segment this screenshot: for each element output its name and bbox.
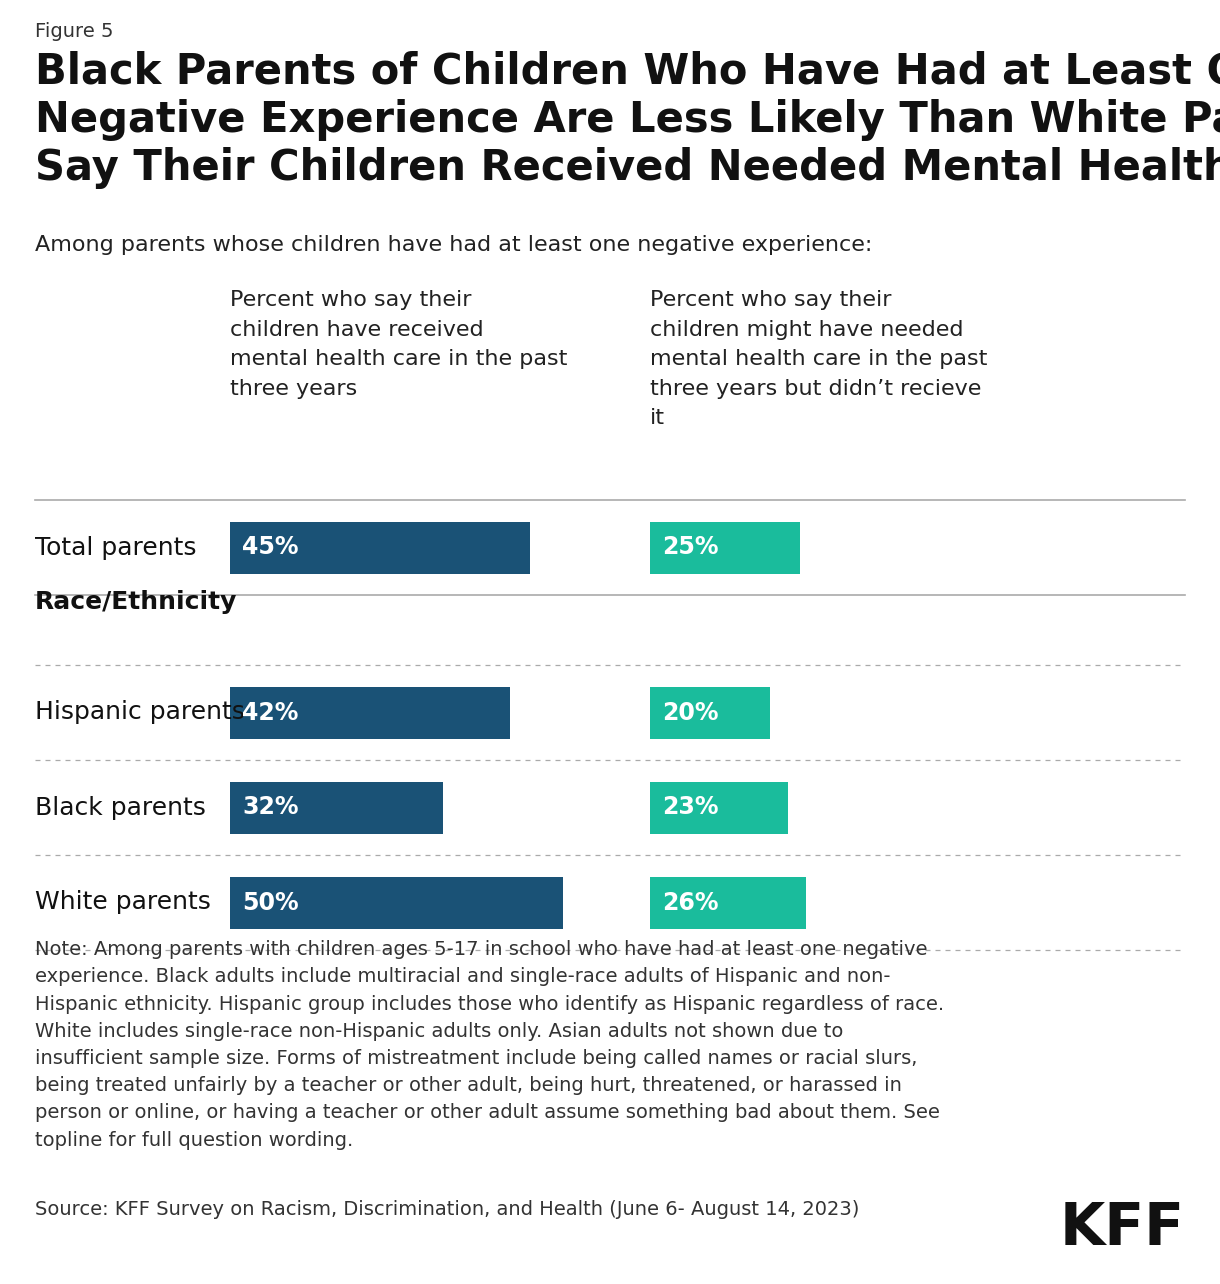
Text: 25%: 25%	[662, 535, 719, 560]
Bar	[231, 877, 564, 928]
Text: Percent who say their
children might have needed
mental health care in the past
: Percent who say their children might hav…	[650, 290, 987, 429]
Text: 32%: 32%	[242, 796, 299, 819]
Text: 23%: 23%	[662, 796, 719, 819]
Text: Source: KFF Survey on Racism, Discrimination, and Health (June 6- August 14, 202: Source: KFF Survey on Racism, Discrimina…	[35, 1201, 859, 1219]
Text: 26%: 26%	[662, 891, 719, 914]
Bar	[650, 687, 770, 738]
Bar	[650, 782, 788, 833]
Text: 50%: 50%	[242, 891, 299, 914]
Bar	[231, 782, 443, 833]
Text: 42%: 42%	[242, 701, 299, 724]
Text: Percent who say their
children have received
mental health care in the past
thre: Percent who say their children have rece…	[231, 290, 567, 399]
Text: 20%: 20%	[662, 701, 719, 724]
Text: Hispanic parents: Hispanic parents	[35, 701, 245, 724]
Text: Black parents: Black parents	[35, 796, 206, 819]
Text: Total parents: Total parents	[35, 535, 196, 560]
Text: KFF: KFF	[1060, 1201, 1185, 1257]
Text: White parents: White parents	[35, 891, 211, 914]
Text: 45%: 45%	[242, 535, 299, 560]
Text: Figure 5: Figure 5	[35, 22, 113, 41]
Bar	[231, 687, 510, 738]
Text: Among parents whose children have had at least one negative experience:: Among parents whose children have had at…	[35, 235, 872, 256]
Bar	[231, 521, 529, 574]
Bar	[650, 877, 806, 928]
Text: Black Parents of Children Who Have Had at Least One
Negative Experience Are Less: Black Parents of Children Who Have Had a…	[35, 50, 1220, 189]
Text: Race/Ethnicity: Race/Ethnicity	[35, 591, 238, 614]
Bar	[650, 521, 800, 574]
Text: Note: Among parents with children ages 5-17 in school who have had at least one : Note: Among parents with children ages 5…	[35, 940, 944, 1149]
